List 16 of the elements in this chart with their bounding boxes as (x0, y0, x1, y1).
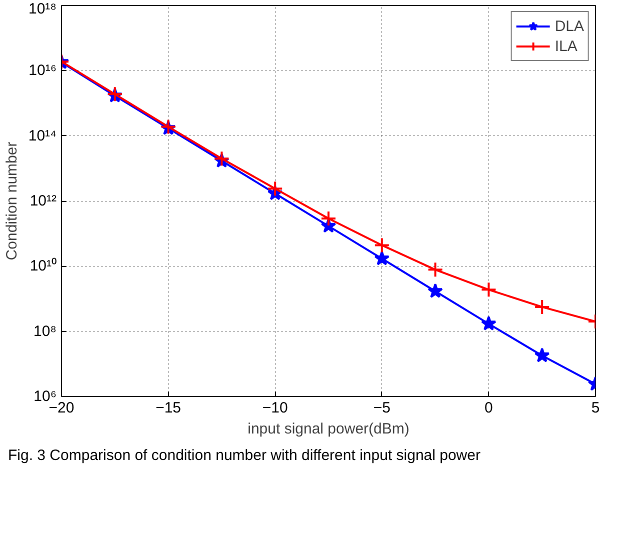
x-tick-label: −5 (373, 400, 390, 416)
y-tick-label: 10¹⁸ (28, 0, 57, 18)
y-tick-label: 10⁸ (33, 322, 57, 340)
x-tick-label: 0 (484, 400, 493, 416)
y-axis-title: Condition number (3, 142, 20, 260)
x-tick-label: 5 (591, 400, 600, 416)
y-tick-label: 10¹⁴ (28, 127, 56, 144)
x-tick-label: −10 (262, 400, 288, 416)
y-tick-label: 10¹⁰ (30, 258, 57, 275)
legend-label: ILA (554, 38, 578, 54)
y-tick-label: 10¹² (30, 192, 57, 210)
legend-label: DLA (554, 18, 584, 34)
x-axis-title: input signal power(dBm) (248, 420, 410, 438)
caption: Fig. 3 Comparison of condition number with different input signal power (8, 446, 480, 466)
y-tick-label: 10¹⁶ (28, 62, 57, 80)
x-tick-label: −15 (156, 400, 182, 416)
